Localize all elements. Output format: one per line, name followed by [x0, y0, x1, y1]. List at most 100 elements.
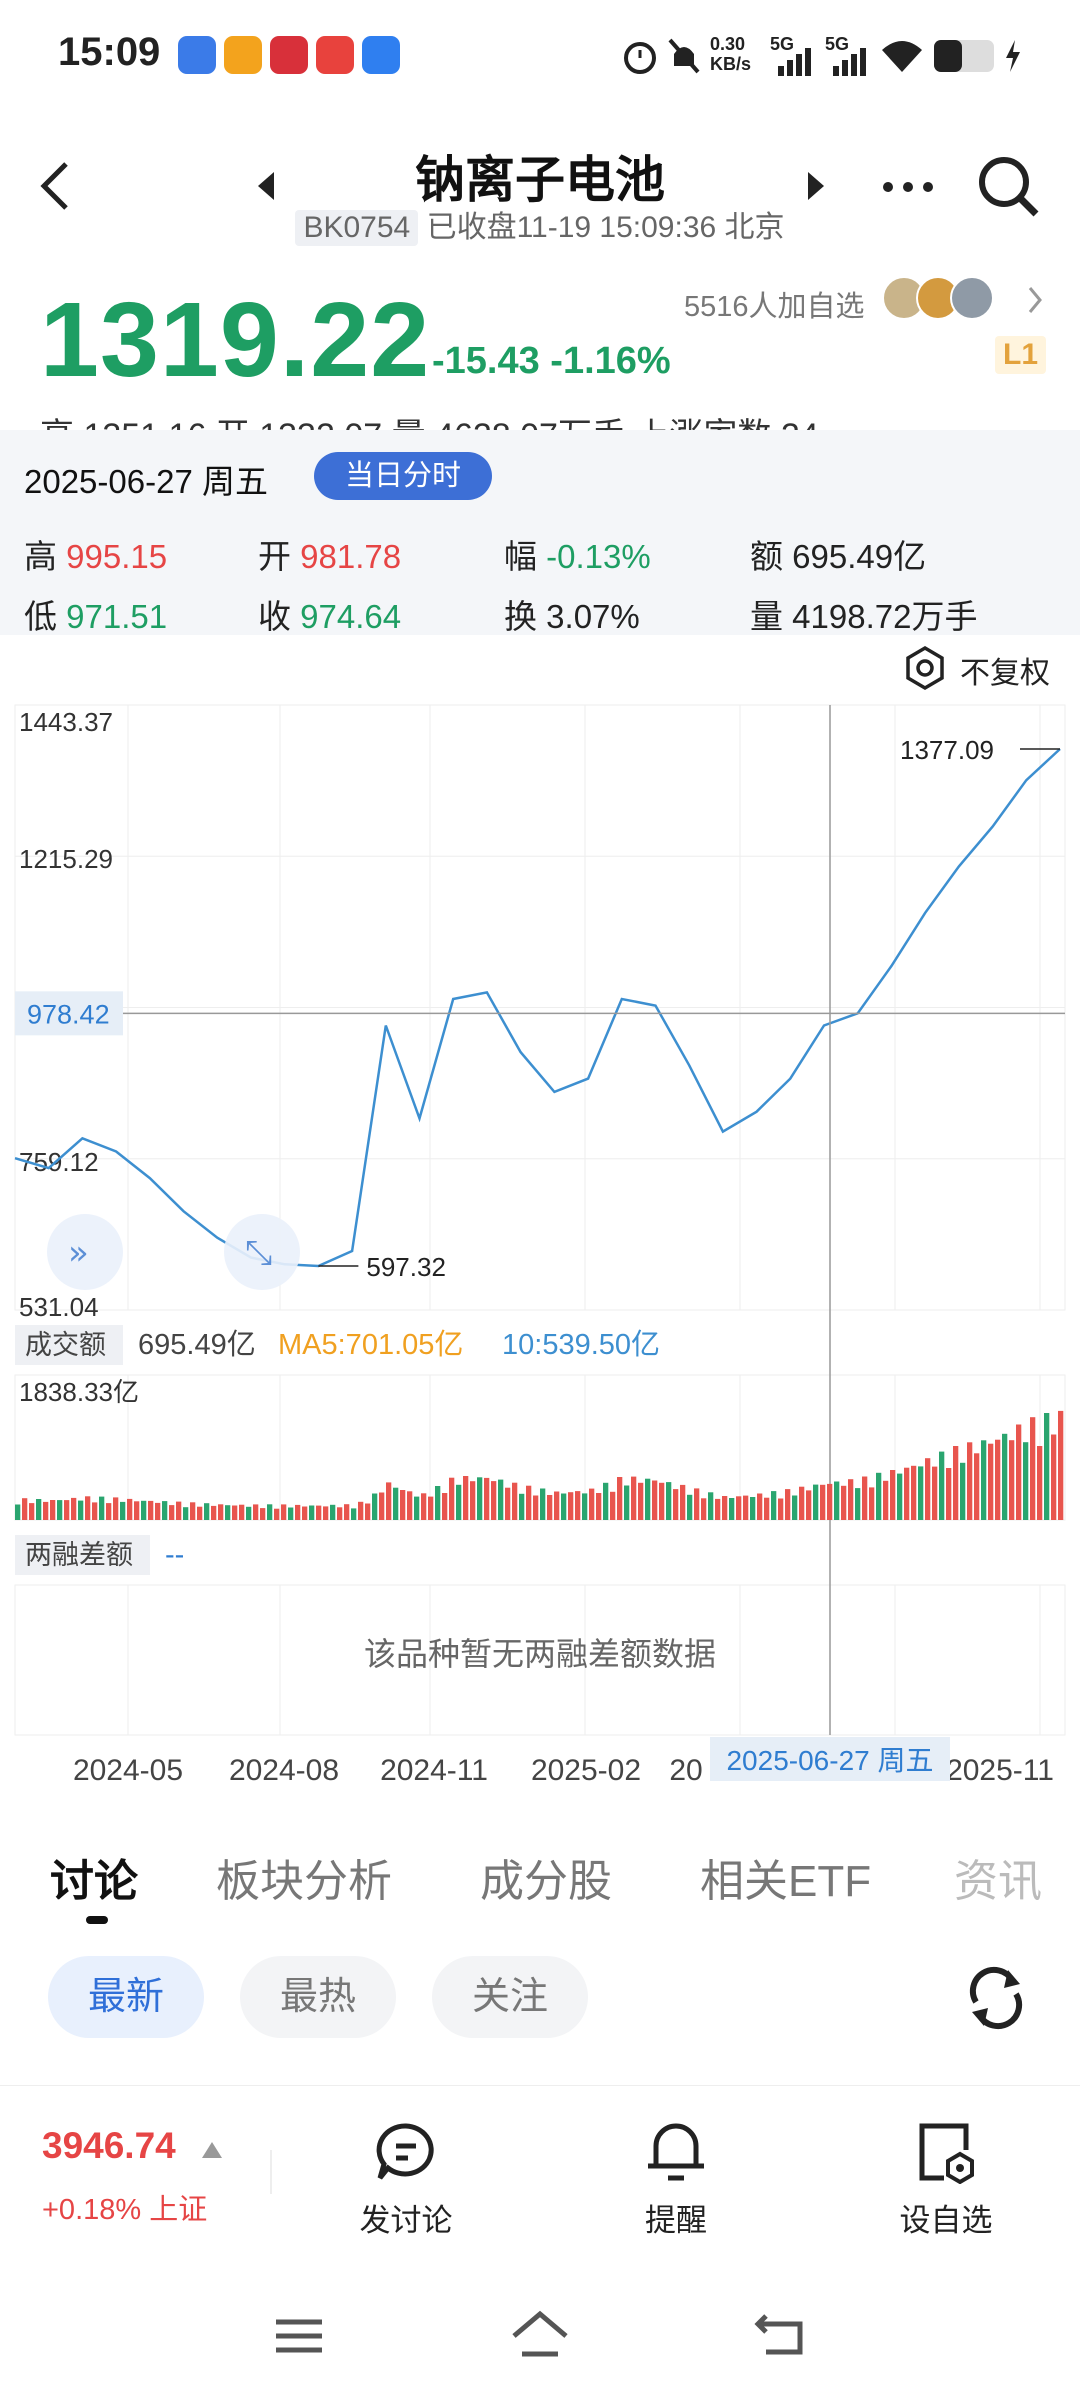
info-item-label: 幅	[504, 538, 547, 575]
selected-date: 2025-06-27 周五	[24, 463, 268, 500]
current-price: 1319.22	[40, 281, 431, 399]
volume-bar	[1044, 1413, 1050, 1520]
volume-bar	[239, 1504, 245, 1520]
tab-sector-analysis[interactable]: 板块分析	[216, 1857, 392, 1906]
volume-bar	[848, 1479, 854, 1520]
price-chart[interactable]: 1443.371215.29987.20759.12531.04978.4213…	[0, 635, 1080, 1795]
volume-bar	[470, 1481, 476, 1520]
volume-bar	[309, 1505, 315, 1520]
tab-constituents[interactable]: 成分股	[480, 1857, 612, 1906]
home-icon[interactable]	[510, 2310, 570, 2360]
app-notification-icon	[178, 36, 216, 74]
info-item-label: 换	[504, 598, 547, 635]
app-notification-icon	[224, 36, 262, 74]
prev-sector-icon[interactable]	[256, 172, 276, 200]
volume-bar	[638, 1482, 644, 1520]
volume-bar	[680, 1484, 686, 1520]
search-icon[interactable]	[976, 154, 1040, 218]
back-nav-icon[interactable]	[754, 2312, 808, 2358]
volume-bar	[78, 1500, 84, 1520]
volume-bar	[484, 1477, 490, 1520]
comment-icon[interactable]	[374, 2120, 438, 2184]
volume-bar	[904, 1467, 910, 1520]
volume-bar	[344, 1504, 350, 1520]
volume-bar	[715, 1498, 721, 1520]
y-tick-label: 531.04	[19, 1292, 99, 1322]
volume-bar	[1016, 1424, 1022, 1520]
volume-bar	[911, 1465, 917, 1520]
x-tick-label: 2024-11	[380, 1754, 488, 1787]
tab-related-etf[interactable]: 相关ETF	[700, 1857, 872, 1906]
volume-bar	[526, 1485, 532, 1520]
volume-bar	[701, 1498, 707, 1520]
volume-bar	[442, 1493, 448, 1520]
add-watchlist-icon[interactable]	[914, 2120, 978, 2184]
info-item-value: -0.13%	[546, 538, 651, 575]
info-item-value: 3.07%	[546, 598, 640, 635]
volume-bar	[855, 1488, 861, 1520]
watchers-count[interactable]: 5516人加自选	[684, 291, 865, 323]
filter-following[interactable]: 关注	[432, 1956, 588, 2038]
tab-discussion[interactable]: 讨论	[50, 1857, 138, 1906]
volume-bar	[953, 1446, 959, 1520]
menu-icon[interactable]	[274, 2316, 324, 2356]
info-item-label: 高	[24, 538, 67, 575]
network-speed: 0.30 KB/s	[710, 34, 752, 74]
adjust-toggle[interactable]: 不复权	[902, 648, 1050, 692]
filter-hottest[interactable]: 最热	[240, 1956, 396, 2038]
volume-bar	[288, 1507, 294, 1520]
cursor-value-label: 978.42	[27, 999, 110, 1029]
avatar	[950, 276, 994, 320]
volume-bar	[862, 1476, 868, 1520]
settings-icon[interactable]	[902, 645, 948, 691]
volume-bar	[932, 1466, 938, 1520]
price-change: -15.43 -1.16%	[432, 340, 671, 382]
filter-latest[interactable]: 最新	[48, 1956, 204, 2038]
volume-bar	[512, 1482, 518, 1520]
volume-bar	[414, 1496, 420, 1520]
double-chevron-icon: »	[68, 1233, 89, 1273]
volume-bar	[1030, 1417, 1036, 1520]
price-line	[14, 748, 1061, 1268]
bell-icon[interactable]	[644, 2118, 708, 2184]
page-title: 钠离子电池	[415, 152, 665, 208]
chevron-right-icon[interactable]	[1026, 286, 1044, 314]
volume-bar	[141, 1500, 147, 1520]
volume-bar	[505, 1487, 511, 1520]
alert-button[interactable]: 提醒	[645, 2203, 707, 2238]
status-time: 15:09	[58, 30, 161, 74]
volume-bar	[99, 1496, 105, 1520]
volume-bar	[918, 1466, 924, 1520]
up-arrow-icon	[202, 2142, 222, 2158]
volume-bar	[295, 1504, 301, 1520]
expand-arrows-icon: ⤡	[245, 1233, 272, 1273]
divider	[0, 2085, 1080, 2086]
volume-bar	[393, 1487, 399, 1520]
info-item-label: 开	[258, 538, 301, 575]
info-item: 额 695.49亿	[750, 530, 926, 578]
refresh-icon[interactable]	[962, 1964, 1030, 2032]
volume-bar	[127, 1498, 133, 1520]
post-discussion-button[interactable]: 发讨论	[359, 2203, 453, 2238]
volume-bar	[610, 1491, 616, 1520]
volume-bar	[120, 1501, 126, 1520]
info-item: 换 3.07%	[504, 590, 640, 638]
volume-bar	[617, 1477, 623, 1520]
intraday-button[interactable]: 当日分时	[314, 452, 492, 500]
index-change[interactable]: +0.18% 上证	[42, 2194, 208, 2226]
volume-bar	[113, 1497, 119, 1520]
next-sector-icon[interactable]	[806, 172, 826, 200]
volume-bar	[15, 1504, 21, 1520]
tab-news[interactable]: 资讯	[954, 1857, 1042, 1906]
volume-bar	[834, 1481, 840, 1520]
volume-bar	[827, 1483, 833, 1520]
add-watchlist-button[interactable]: 设自选	[899, 2203, 993, 2238]
back-icon[interactable]	[36, 160, 72, 212]
volume-bar	[939, 1451, 945, 1520]
volume-bar	[575, 1491, 581, 1520]
volume-bar	[365, 1503, 371, 1520]
volume-bar	[974, 1453, 980, 1520]
more-icon[interactable]	[882, 180, 934, 194]
info-item-value: 4198.72万手	[792, 598, 978, 635]
index-value[interactable]: 3946.74	[42, 2125, 176, 2166]
